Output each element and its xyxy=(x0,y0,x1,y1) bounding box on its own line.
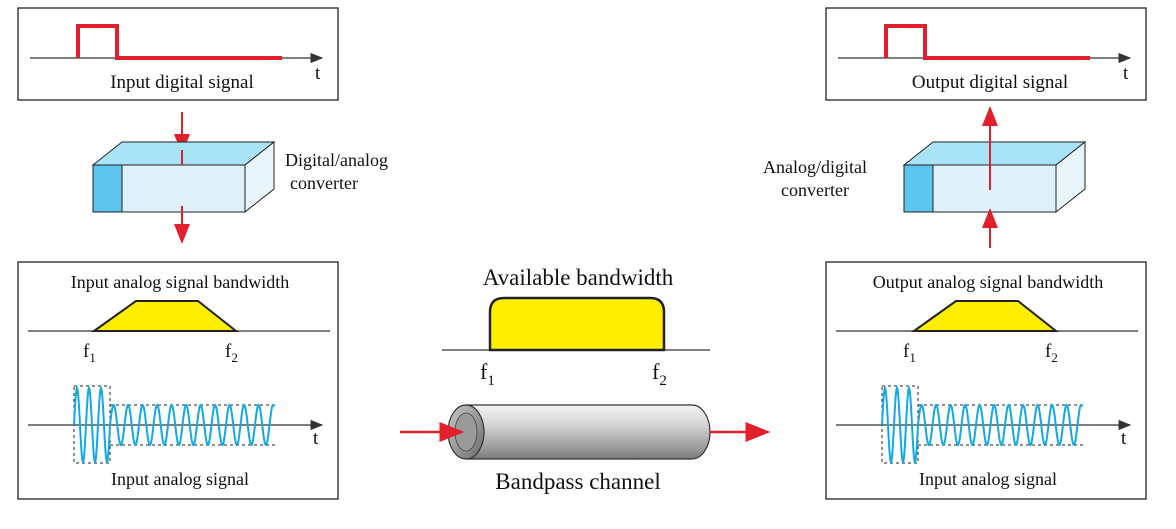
output-analog-panel: Output analog signal bandwidth f1 f2 t I… xyxy=(825,261,1147,500)
output-digital-pulse xyxy=(884,24,1090,60)
output-bandwidth-shape xyxy=(910,300,1059,332)
output-f1-label: f1 xyxy=(903,341,916,365)
da-converter-label-line2: converter xyxy=(290,173,358,193)
input-analog-panel: Input analog signal bandwidth f1 f2 t In… xyxy=(17,261,339,500)
input-digital-panel: t Input digital signal xyxy=(17,7,339,101)
input-digital-t-label: t xyxy=(315,63,321,84)
input-analog-label: Input analog signal xyxy=(111,469,249,489)
available-bandwidth-shape xyxy=(488,296,666,352)
input-analog-t-label: t xyxy=(313,428,319,449)
input-f1-label: f1 xyxy=(83,341,96,365)
ad-converter-label-line1: Analog/digital xyxy=(763,157,867,177)
output-f2-label: f2 xyxy=(1045,341,1058,365)
output-analog-waveform xyxy=(881,385,1083,465)
output-digital-label: Output digital signal xyxy=(912,72,1068,93)
ad-converter-label-line2: converter xyxy=(781,180,849,200)
input-f2-label: f2 xyxy=(225,341,238,365)
da-converter-label-line1: Digital/analog xyxy=(285,150,388,170)
bandpass-channel-pipe xyxy=(447,404,711,460)
output-digital-t-label: t xyxy=(1123,63,1129,84)
da-converter-block xyxy=(91,140,276,214)
center-f2-label: f2 xyxy=(652,359,667,389)
output-analog-t-label: t xyxy=(1121,428,1127,449)
input-digital-box xyxy=(17,7,339,101)
input-digital-pulse xyxy=(76,24,282,60)
ad-converter-block xyxy=(902,140,1087,214)
input-bandwidth-title: Input analog signal bandwidth xyxy=(71,272,289,292)
center-f1-label: f1 xyxy=(480,359,495,389)
input-digital-label: Input digital signal xyxy=(110,72,254,93)
available-bandwidth-title: Available bandwidth xyxy=(483,265,674,290)
output-bandwidth-title: Output analog signal bandwidth xyxy=(873,272,1103,292)
output-digital-box xyxy=(825,7,1147,101)
input-bandwidth-shape xyxy=(90,300,239,332)
output-analog-box xyxy=(825,261,1147,500)
output-digital-panel: t Output digital signal xyxy=(825,7,1147,101)
input-analog-box xyxy=(17,261,339,500)
output-analog-label: Input analog signal xyxy=(919,469,1057,489)
bandpass-channel-label: Bandpass channel xyxy=(495,469,660,494)
input-analog-waveform xyxy=(73,385,275,465)
